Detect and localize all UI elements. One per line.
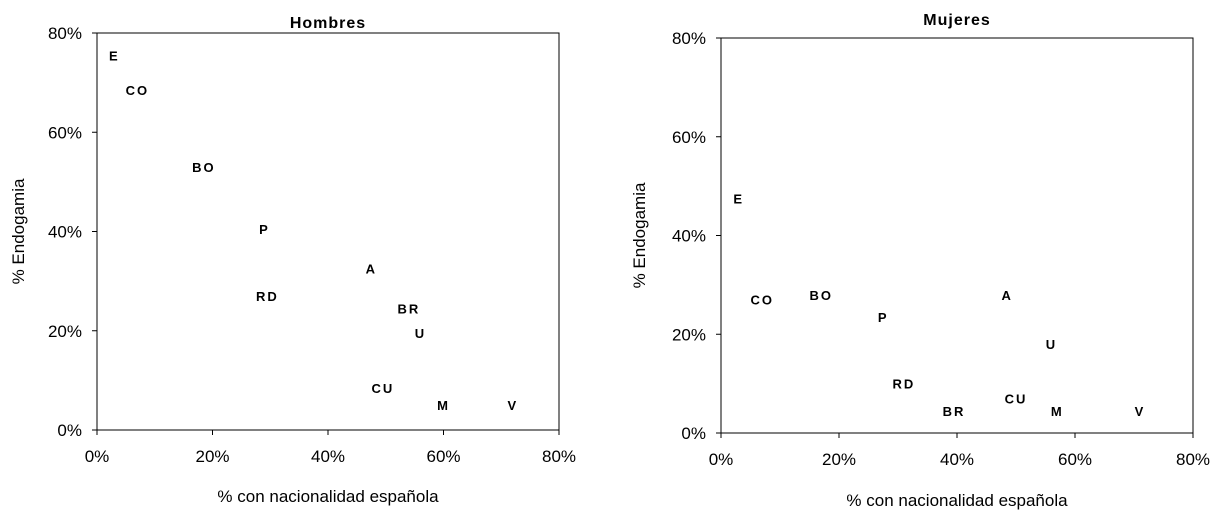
y-tick-label: 40% [672,227,706,246]
data-point-a: A [366,262,377,277]
x-tick-label: 0% [709,450,734,469]
data-point-p: P [878,310,889,325]
y-tick-label: 60% [672,128,706,147]
x-tick-label: 60% [1058,450,1092,469]
data-point-rd: RD [893,377,916,392]
data-point-m: M [437,398,450,413]
x-tick-label: 20% [195,447,229,466]
y-axis-title: % Endogamia [630,182,649,288]
y-tick-label: 40% [48,223,82,242]
chart-title: Mujeres [923,12,990,29]
data-point-bo: BO [810,288,834,303]
data-point-br: BR [943,404,966,419]
y-tick-label: 60% [48,123,82,142]
data-point-br: BR [397,301,420,316]
data-point-e: E [109,48,120,63]
chart-panel-1: 0% 20% 40% 60% 80% 0% 20% 40% 60% 80% Mujeres % con… [630,12,1210,510]
x-tick-label: 20% [822,450,856,469]
y-tick-label: 0% [57,421,82,440]
data-point-v: V [1135,404,1146,419]
x-axis-title: % con nacionalidad española [846,491,1068,510]
x-tick-label: 80% [1176,450,1210,469]
x-axis-title: % con nacionalidad española [217,487,439,506]
data-point-u: U [1046,337,1057,352]
data-point-v: V [507,398,518,413]
data-point-a: A [1001,288,1012,303]
data-point-rd: RD [256,289,279,304]
data-point-co: CO [126,83,150,98]
data-point-m: M [1051,404,1064,419]
y-tick-label: 20% [672,325,706,344]
data-point-p: P [259,222,270,237]
x-tick-label: 40% [940,450,974,469]
data-point-co: CO [751,293,775,308]
chart-title: Hombres [290,15,366,32]
data-point-u: U [415,326,426,341]
y-tick-label: 0% [681,424,706,443]
y-tick-label: 80% [48,24,82,43]
data-point-cu: CU [1005,391,1028,406]
x-tick-label: 0% [85,447,110,466]
x-tick-label: 40% [311,447,345,466]
plot-area-frame [720,37,1194,434]
y-axis-title: % Endogamia [9,178,28,284]
data-point-e: E [733,191,744,206]
y-tick-label: 20% [48,322,82,341]
data-point-cu: CU [371,381,394,396]
x-tick-label: 80% [542,447,576,466]
chart-panel-0: 0% 20% 40% 60% 80% 0% 20% 40% 60% 80% Hombres % con… [9,15,576,506]
data-point-bo: BO [192,160,216,175]
x-tick-label: 60% [426,447,460,466]
plot-area-frame [96,32,560,431]
y-tick-label: 80% [672,29,706,48]
